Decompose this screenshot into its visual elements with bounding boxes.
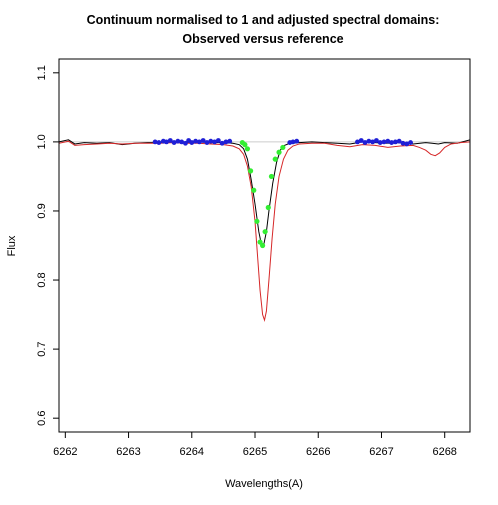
continuum-point (167, 138, 173, 143)
continuum-point (294, 138, 300, 144)
continuum-point (204, 140, 210, 145)
continuum-point (374, 138, 379, 143)
line-point (260, 242, 266, 249)
continuum-point (377, 140, 383, 145)
y-axis-label: Flux (6, 235, 18, 256)
y-axis: 0.6 0.7 0.8 0.9 1.0 1.1 (36, 65, 59, 426)
line-point (251, 187, 257, 193)
line-point (280, 144, 286, 151)
x-tick-label: 6268 (432, 446, 456, 458)
line-point (262, 229, 268, 235)
continuum-point (179, 139, 185, 145)
y-tick-label: 0.9 (36, 203, 48, 218)
line-point (244, 146, 251, 152)
continuum-point (408, 140, 413, 145)
continuum-point (358, 138, 364, 143)
continuum-point (404, 141, 410, 147)
continuum-point (189, 140, 195, 145)
continuum-point (212, 139, 217, 145)
x-tick-label: 6266 (306, 446, 330, 458)
x-tick-label: 6265 (243, 446, 267, 458)
continuum-point (200, 138, 206, 143)
continuum-point (196, 139, 202, 145)
x-tick-label: 6262 (53, 446, 77, 458)
continuum-point (396, 138, 402, 144)
x-tick-label: 6264 (180, 446, 204, 458)
line-point (242, 142, 248, 148)
continuum-point (152, 139, 158, 145)
line-point (268, 173, 275, 180)
y-tick-label: 0.8 (36, 272, 48, 287)
continuum-point (171, 140, 177, 145)
continuum-point (227, 138, 233, 144)
y-tick-label: 0.7 (36, 341, 48, 356)
x-axis-label: Wavelengths(A) (225, 478, 303, 490)
continuum-point (366, 138, 372, 144)
y-tick-label: 1.1 (36, 65, 48, 80)
continuum-point (175, 138, 181, 144)
continuum-point (370, 139, 376, 145)
continuum-point (208, 138, 214, 144)
x-tick-label: 6263 (116, 446, 140, 458)
continuum-point (290, 139, 296, 145)
line-point (247, 168, 254, 174)
continuum-point (400, 140, 406, 146)
line-point (276, 149, 282, 155)
continuum-point (215, 138, 221, 143)
continuum-point (392, 139, 398, 145)
line-point (265, 204, 271, 211)
line-point (272, 156, 278, 162)
line-point (254, 218, 260, 224)
x-axis: 6262 6263 6264 6265 6266 6267 6268 (53, 432, 457, 458)
continuum-point (389, 140, 394, 145)
continuum-point (164, 139, 169, 145)
y-tick-label: 1.0 (36, 134, 48, 149)
continuum-point (193, 138, 198, 144)
continuum-point (183, 140, 188, 146)
continuum-point (381, 139, 387, 145)
continuum-point (385, 138, 391, 144)
continuum-point (223, 139, 229, 145)
x-tick-label: 6267 (369, 446, 393, 458)
points-layer (152, 138, 413, 249)
plot-frame (58, 58, 471, 433)
continuum-point (156, 140, 162, 145)
chart-title: Continuum normalised to 1 and adjusted s… (87, 13, 440, 27)
continuum-point (362, 140, 368, 145)
continuum-point (219, 140, 225, 146)
continuum-point (355, 139, 360, 145)
chart-subtitle: Observed versus reference (182, 32, 343, 46)
y-tick-label: 0.6 (36, 411, 48, 426)
